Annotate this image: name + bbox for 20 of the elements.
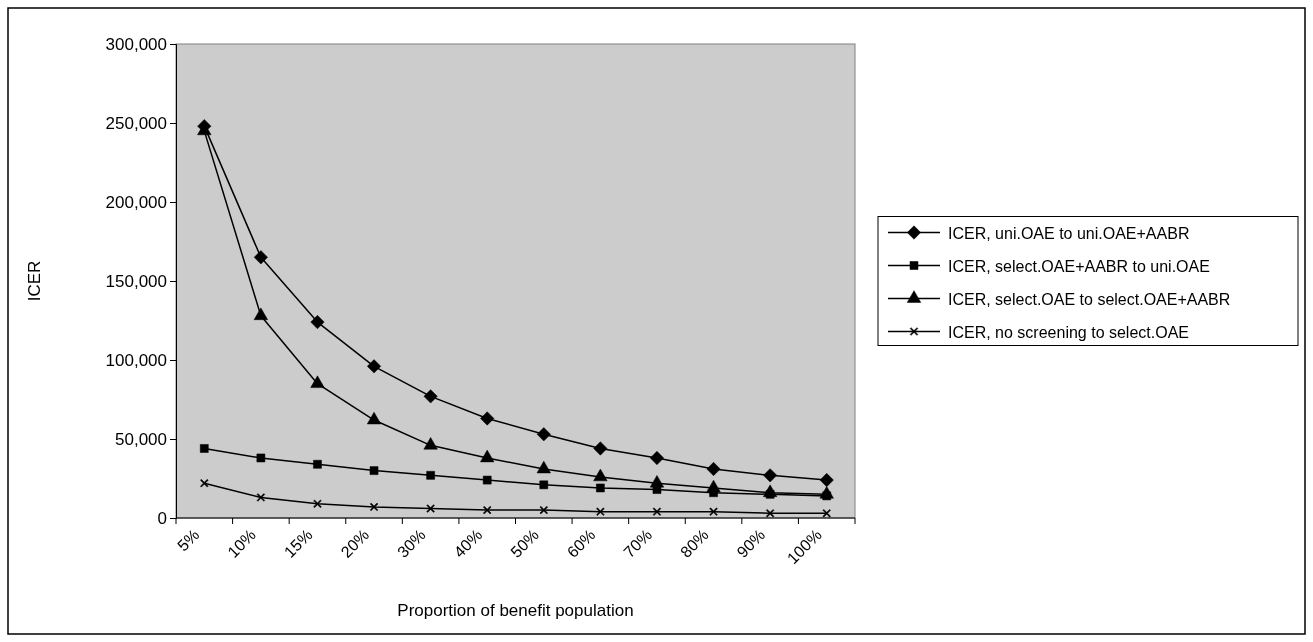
legend-label: ICER, uni.OAE to uni.OAE+AABR [948, 224, 1190, 242]
legend-label: ICER, select.OAE to select.OAE+AABR [948, 290, 1231, 308]
x-tick-label: 40% [450, 526, 486, 561]
legend-label: ICER, select.OAE+AABR to uni.OAE [948, 257, 1210, 275]
y-tick-label: 50,000 [115, 429, 167, 449]
y-tick-label: 0 [157, 508, 167, 528]
x-axis-title: Proportion of benefit population [397, 601, 634, 620]
x-tick-label: 80% [676, 526, 712, 561]
y-tick-label: 250,000 [105, 113, 167, 133]
y-tick-label: 100,000 [105, 350, 167, 370]
y-axis-title: ICER [25, 260, 44, 302]
x-tick-label: 90% [733, 526, 769, 561]
x-tick-label: 5% [174, 526, 203, 555]
y-tick-label: 300,000 [105, 34, 167, 54]
y-tick-label: 150,000 [105, 271, 167, 291]
x-tick-label: 30% [394, 526, 429, 561]
y-tick-label: 200,000 [105, 192, 167, 212]
x-tick-label: 70% [620, 526, 656, 561]
legend-label: ICER, no screening to select.OAE [948, 323, 1189, 341]
x-tick-label: 60% [563, 526, 599, 561]
